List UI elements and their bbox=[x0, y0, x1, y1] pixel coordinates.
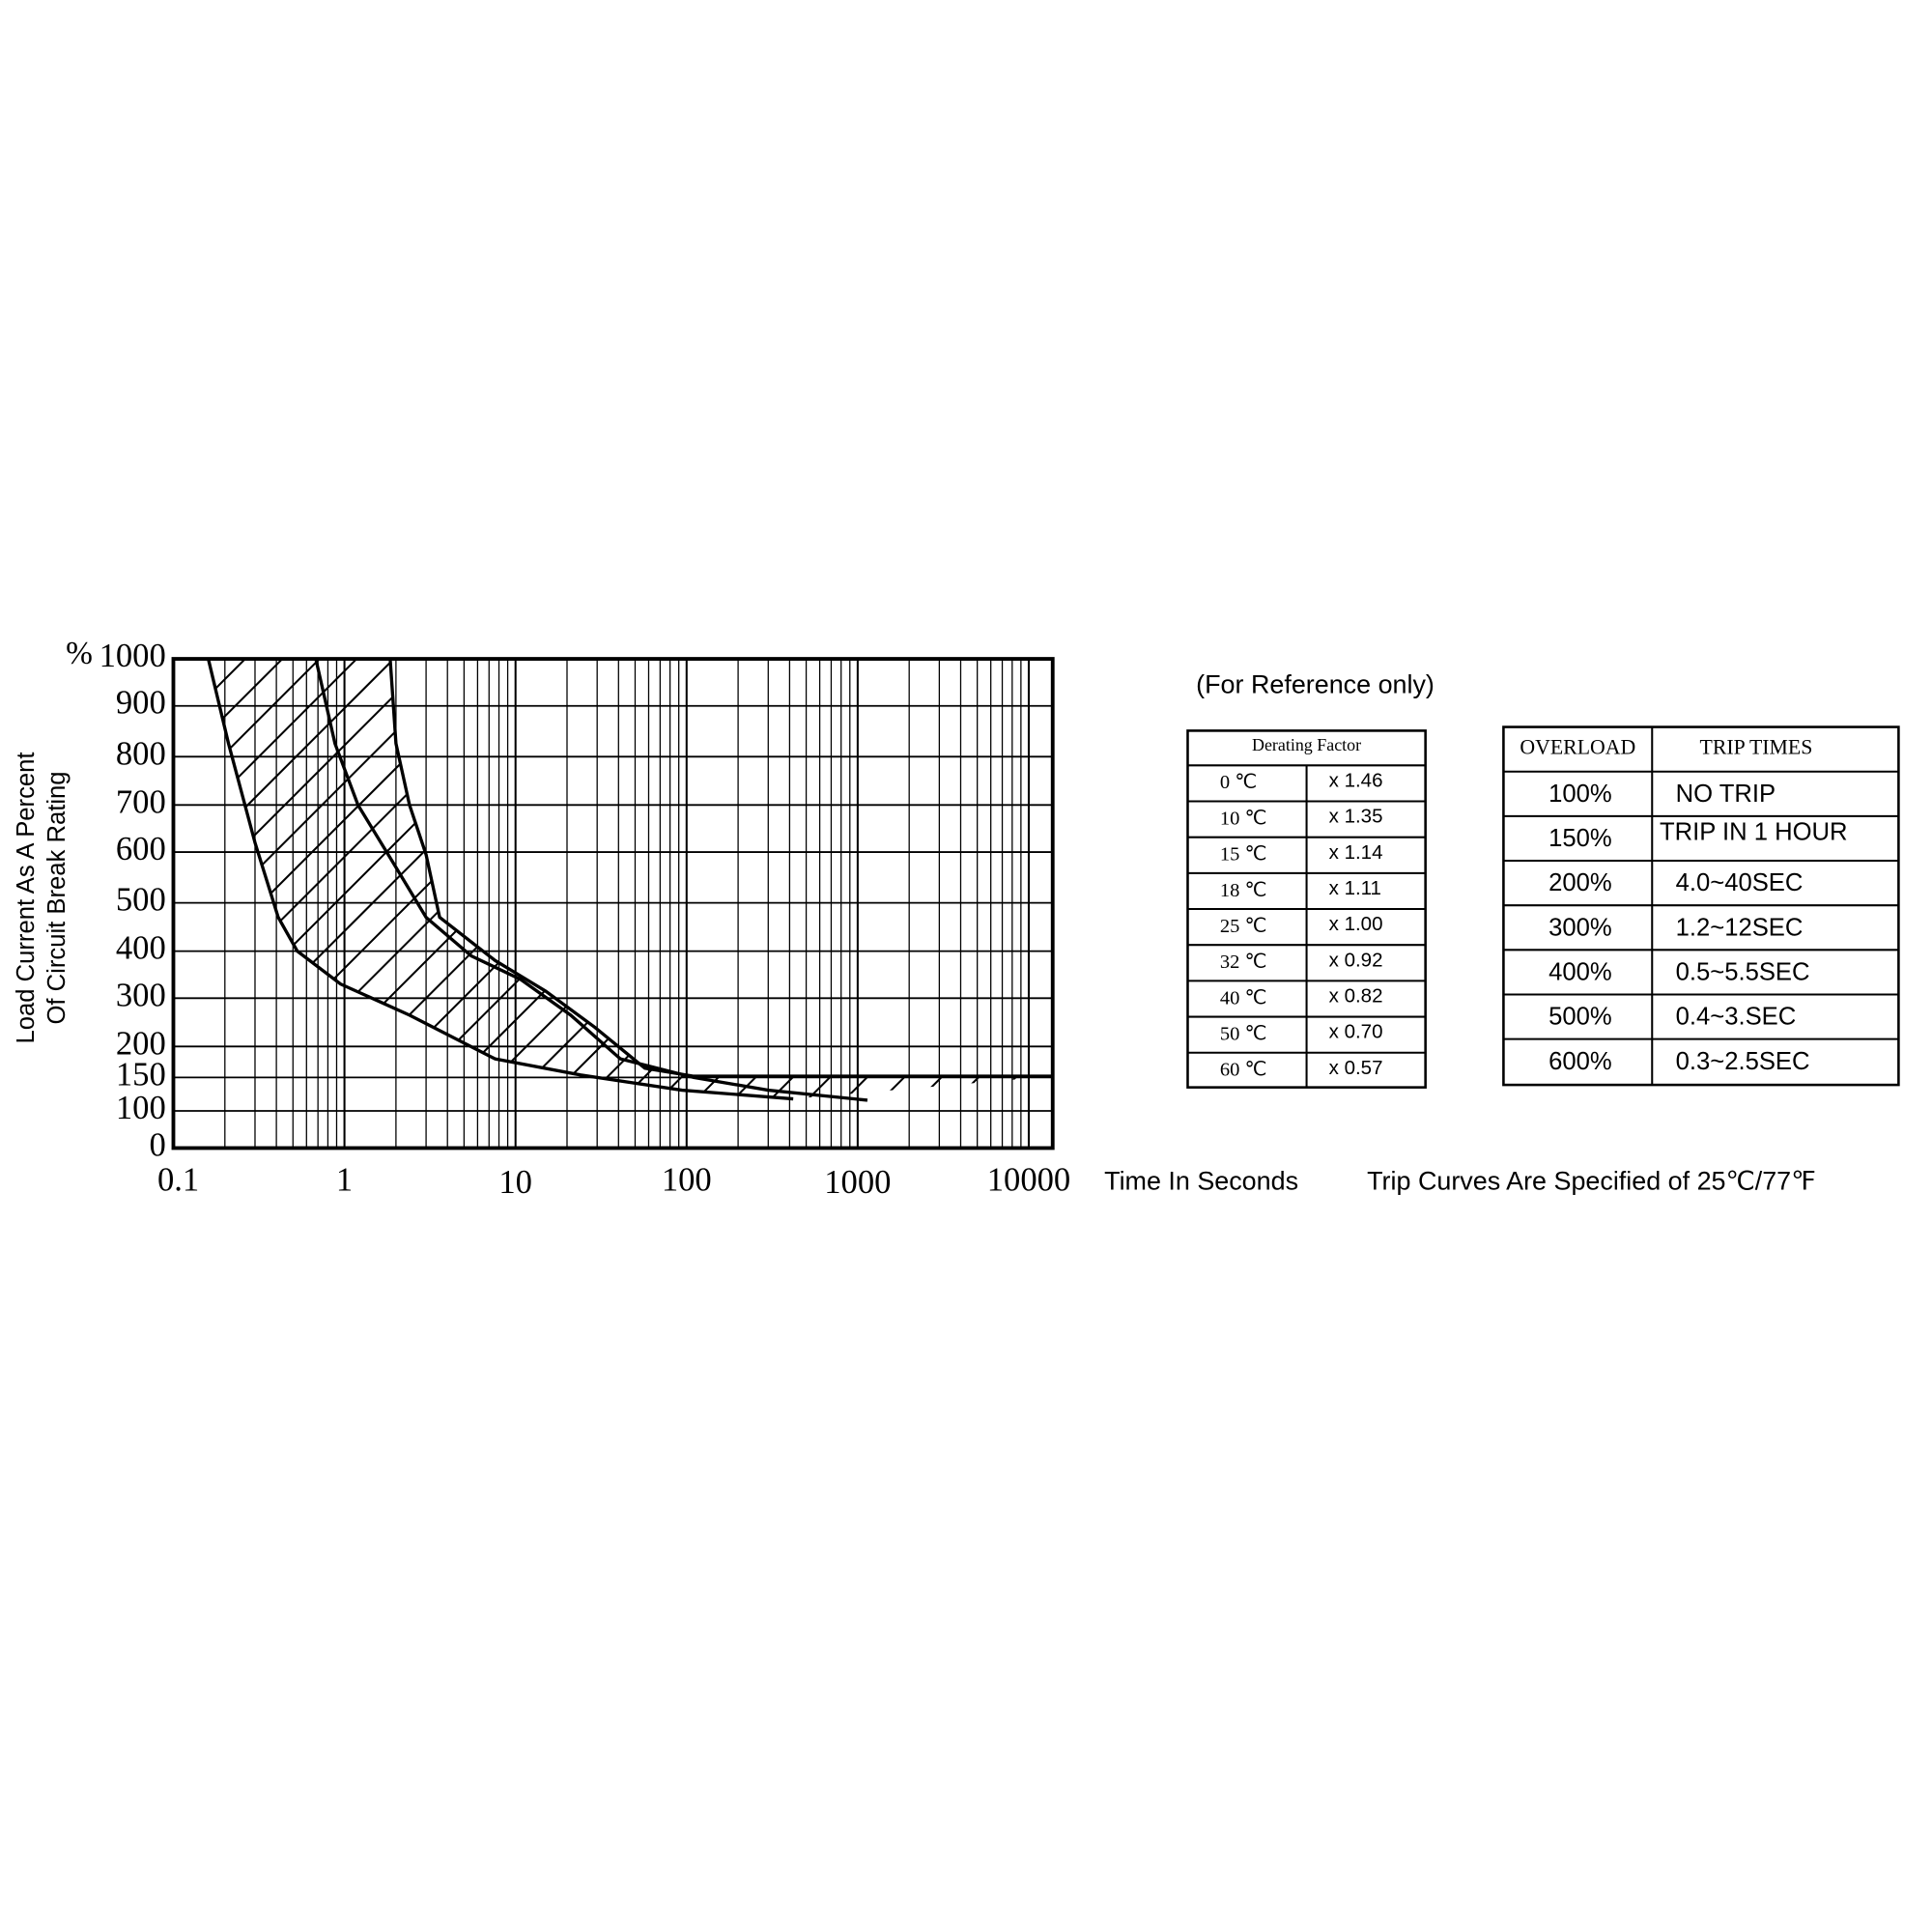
hatch-line bbox=[742, 659, 1053, 1099]
table-cell: x 0.92 bbox=[1329, 949, 1383, 971]
reference-note: (For Reference only) bbox=[1196, 669, 1435, 698]
x-tick-label: 10000 bbox=[987, 1161, 1071, 1198]
table-cell: x 0.70 bbox=[1329, 1021, 1383, 1043]
y-tick-label: 0 bbox=[149, 1126, 165, 1163]
hatch-line bbox=[208, 659, 522, 1099]
hatch-line bbox=[370, 659, 893, 1099]
table-cell: 600% bbox=[1548, 1048, 1612, 1075]
table-cell: 50 ℃ bbox=[1220, 1023, 1267, 1044]
table-cell: x 1.35 bbox=[1329, 806, 1383, 828]
hatch-line bbox=[208, 659, 633, 1099]
table-cell: 40 ℃ bbox=[1220, 987, 1267, 1009]
table-cell: 0 ℃ bbox=[1220, 772, 1257, 793]
hatch-line bbox=[208, 659, 670, 1099]
hatch-line bbox=[408, 659, 930, 1099]
hatch-line bbox=[208, 659, 373, 1099]
table-cell: 0.3~2.5SEC bbox=[1676, 1048, 1810, 1075]
hatch-line bbox=[593, 659, 1053, 1099]
table-cell: 60 ℃ bbox=[1220, 1060, 1267, 1081]
table-header: Derating Factor bbox=[1252, 735, 1361, 754]
x-tick-label: 10 bbox=[498, 1164, 532, 1201]
table-cell: x 0.57 bbox=[1329, 1057, 1383, 1079]
note: Trip Curves Are Specified of 25℃/77℉ bbox=[1367, 1166, 1816, 1195]
table-cell: NO TRIP bbox=[1676, 781, 1776, 808]
table-cell: 18 ℃ bbox=[1220, 880, 1267, 901]
table-cell: x 1.00 bbox=[1329, 913, 1383, 935]
table-cell: x 0.82 bbox=[1329, 984, 1383, 1007]
y-tick-label: 900 bbox=[116, 685, 166, 722]
table-cell: 150% bbox=[1548, 825, 1612, 852]
y-tick-label: 100 bbox=[116, 1090, 166, 1126]
trip-curve bbox=[314, 658, 868, 1102]
table-cell: 25 ℃ bbox=[1220, 916, 1267, 937]
table-cell: x 1.11 bbox=[1329, 877, 1381, 899]
y-axis-label: Of Circuit Break Rating bbox=[43, 771, 71, 1024]
x-tick-label: 100 bbox=[662, 1161, 712, 1198]
x-tick-label: 1 bbox=[336, 1161, 353, 1198]
table-cell: 400% bbox=[1548, 958, 1612, 985]
table-cell: 4.0~40SEC bbox=[1676, 869, 1804, 896]
y-tick-label: 500 bbox=[116, 882, 166, 919]
y-tick-label: 1000 bbox=[99, 638, 166, 674]
table-cell: 10 ℃ bbox=[1220, 808, 1267, 829]
y-tick-label: 200 bbox=[116, 1025, 166, 1062]
table-cell: 0.4~3.SEC bbox=[1676, 1004, 1797, 1031]
table-cell: 100% bbox=[1548, 781, 1612, 808]
table-cell: TRIP IN 1 HOUR bbox=[1660, 819, 1848, 846]
table-cell: 500% bbox=[1548, 1004, 1612, 1031]
derating-table: Derating Factor 0 ℃ x 1.46 10 ℃ x 1.35 15 ℃ x … bbox=[1186, 729, 1427, 1089]
hatch-line bbox=[705, 659, 1053, 1099]
y-axis-label: Load Current As A Percent bbox=[13, 752, 40, 1043]
table-header: TRIP TIMES bbox=[1700, 736, 1813, 759]
hatch-line bbox=[208, 659, 447, 1099]
y-tick-label: 150 bbox=[116, 1056, 166, 1093]
trip-curve bbox=[207, 658, 794, 1101]
y-tick-label: 800 bbox=[116, 735, 166, 772]
trip-table: OVERLOAD TRIP TIMES 100% NO TRIP 150% TRIP IN… bbox=[1502, 725, 1900, 1087]
table-cell: 1.2~12SEC bbox=[1676, 914, 1804, 941]
table-cell: 200% bbox=[1548, 869, 1612, 896]
hatch-line bbox=[631, 659, 1053, 1099]
y-tick-label: 700 bbox=[116, 783, 166, 820]
y-tick-label: 600 bbox=[116, 831, 166, 867]
table-cell: x 1.46 bbox=[1329, 769, 1383, 791]
hatch-line bbox=[208, 659, 410, 1099]
table-cell: 0.5~5.5SEC bbox=[1676, 958, 1810, 985]
hatch-line bbox=[208, 659, 707, 1099]
y-tick-label: 400 bbox=[116, 930, 166, 967]
hatch-line bbox=[208, 659, 335, 1099]
x-tick-label: 1000 bbox=[824, 1164, 891, 1201]
table-cell: 32 ℃ bbox=[1220, 952, 1267, 973]
table-header: OVERLOAD bbox=[1520, 736, 1635, 759]
table-cell: 300% bbox=[1548, 914, 1612, 941]
table-cell: x 1.14 bbox=[1329, 841, 1383, 864]
table-cell: 15 ℃ bbox=[1220, 844, 1267, 866]
hatch-line bbox=[208, 659, 484, 1099]
y-unit: % bbox=[66, 636, 93, 671]
hatch-line bbox=[444, 659, 967, 1099]
y-tick-label: 300 bbox=[116, 977, 166, 1013]
hatch-line bbox=[259, 659, 781, 1099]
trip-curve bbox=[388, 658, 1053, 1078]
x-axis-label: Time In Seconds bbox=[1104, 1166, 1298, 1195]
x-tick-label: 0.1 bbox=[157, 1161, 199, 1198]
hatch-line bbox=[333, 659, 856, 1099]
hatch-line bbox=[519, 659, 1041, 1099]
plot-frame bbox=[171, 657, 1055, 1151]
